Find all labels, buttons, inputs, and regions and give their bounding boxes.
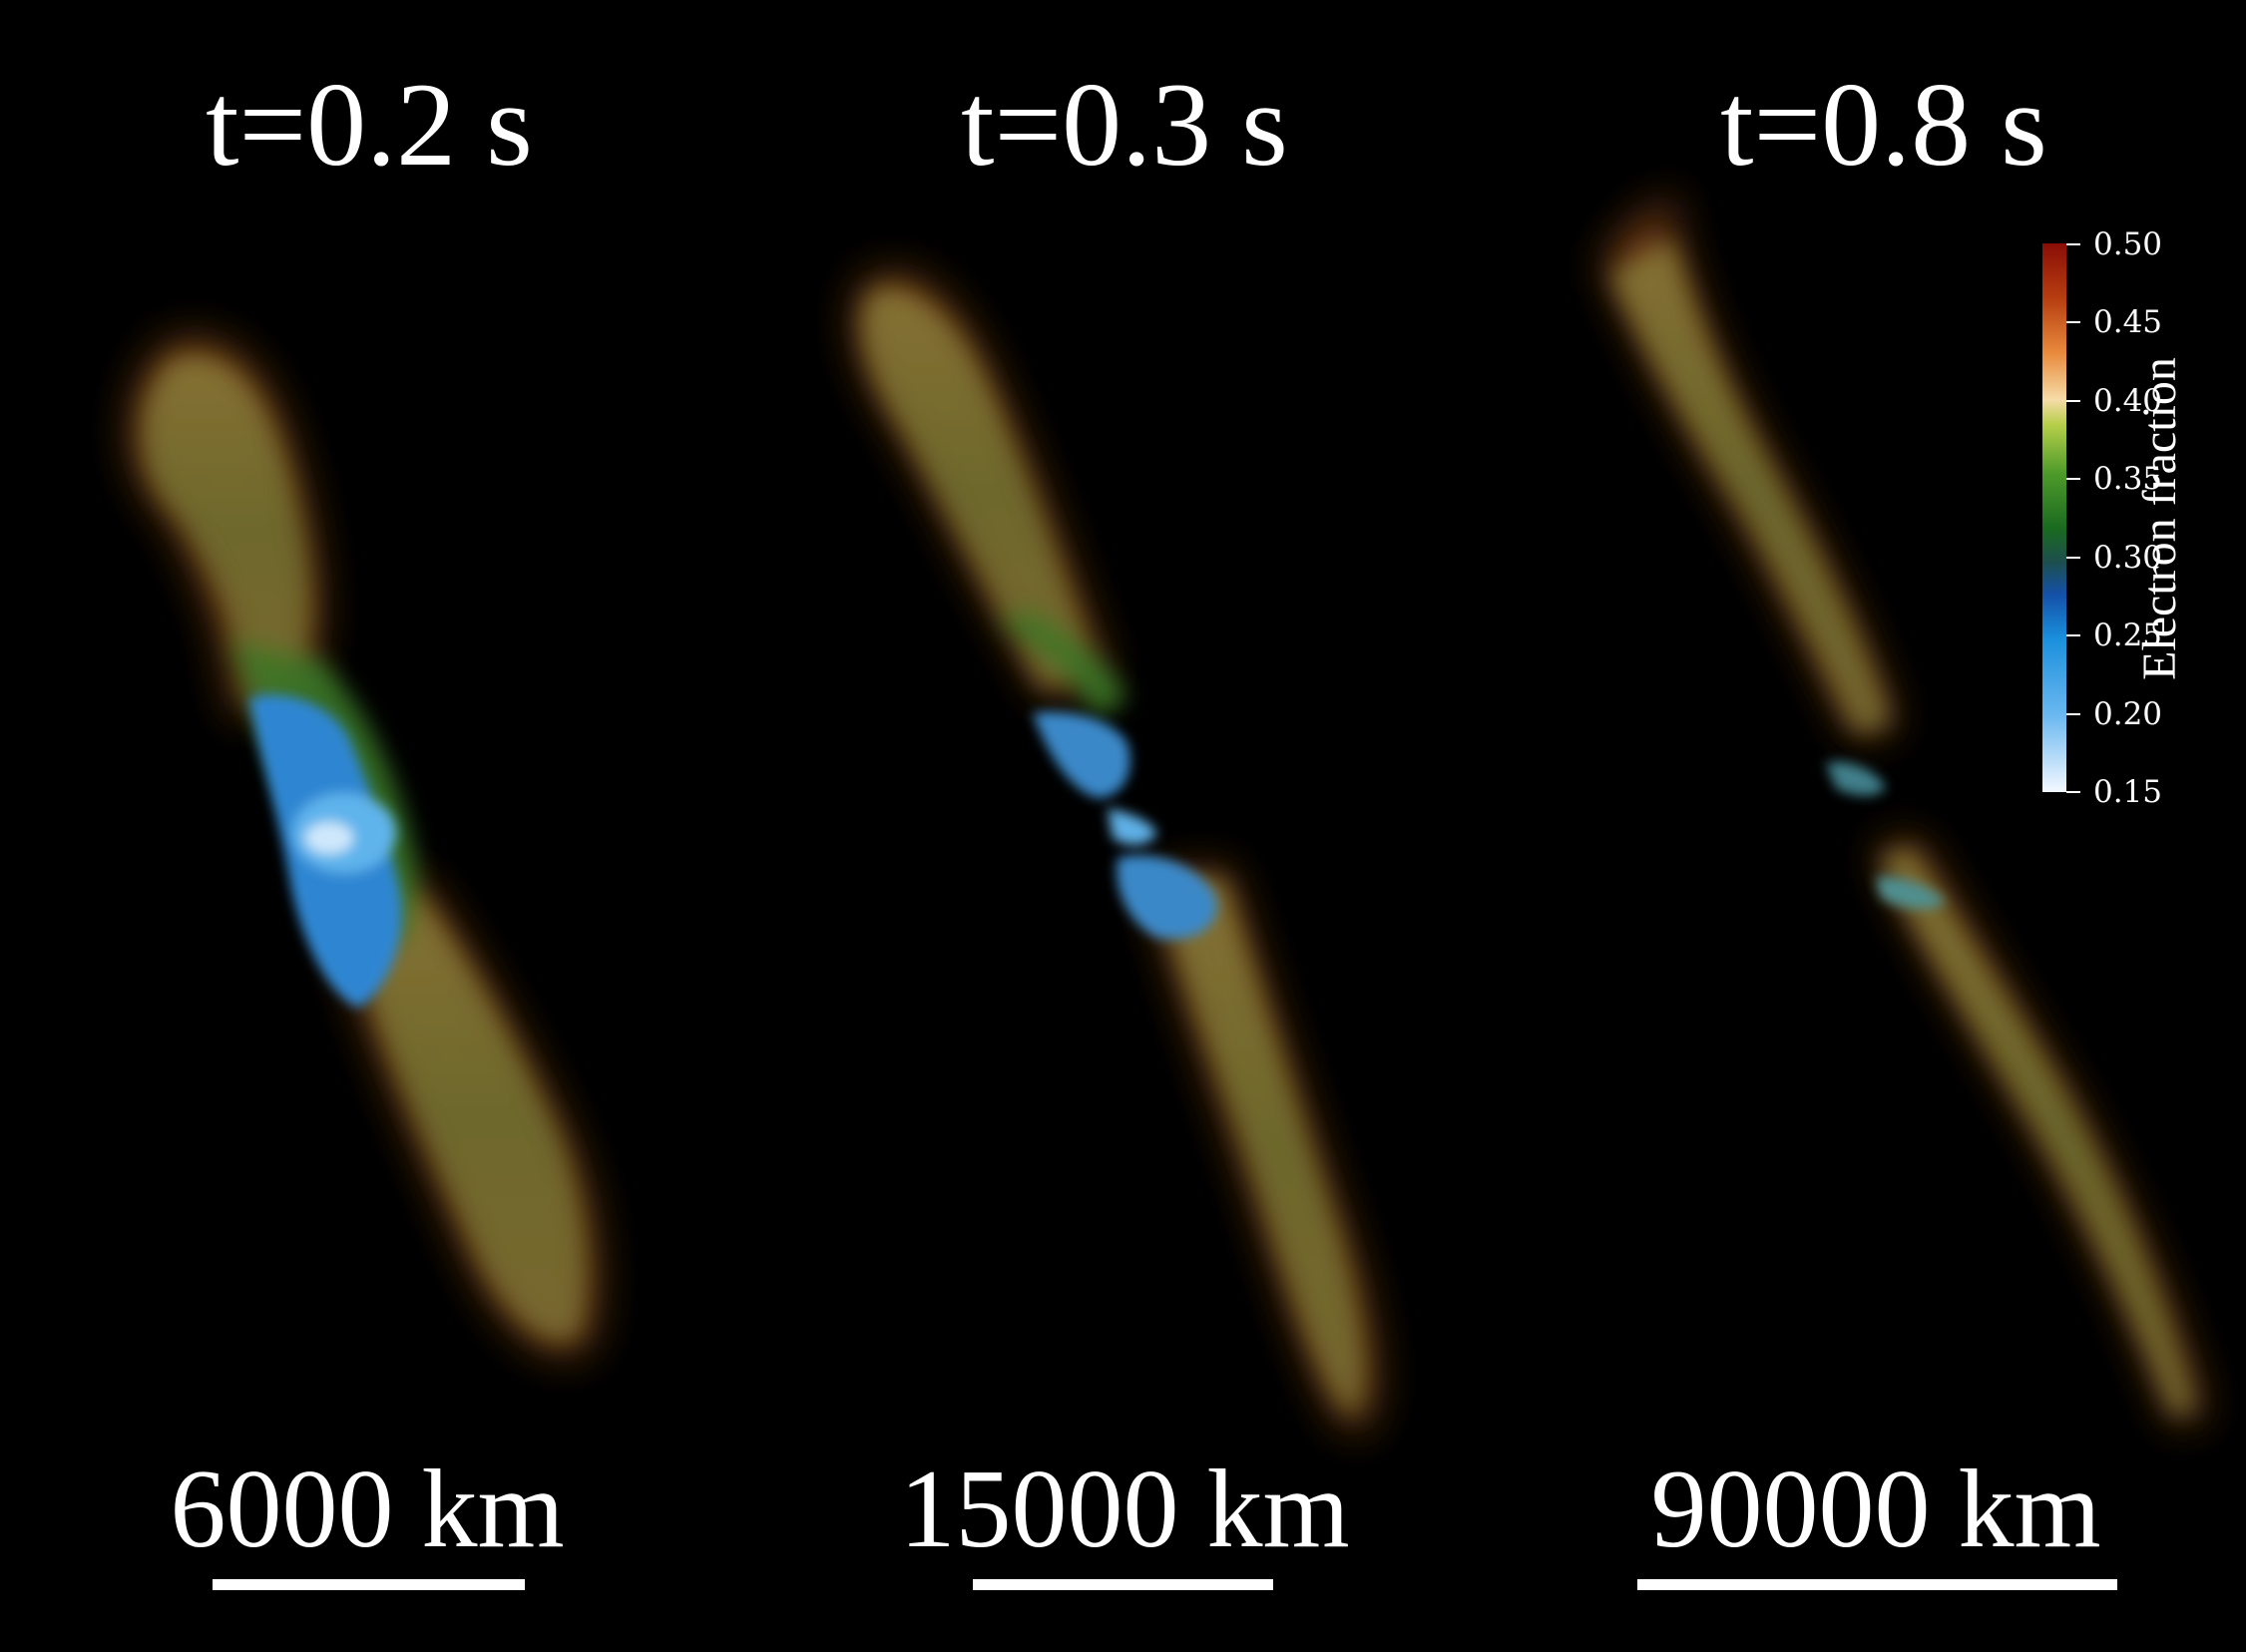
panel-3-scale-label: 90000 km [1650, 1447, 2101, 1571]
colorbar-tick [2066, 557, 2080, 559]
colorbar-title: Electron fraction [2133, 357, 2186, 680]
colorbar-tick [2066, 478, 2080, 480]
colorbar-tick-label: 0.40 [2093, 383, 2163, 419]
colorbar-tick-label: 0.35 [2093, 461, 2163, 497]
panel-2-scale-label: 15000 km [899, 1447, 1350, 1571]
jet-panel-3 [1601, 195, 2205, 1427]
colorbar-tick-label: 0.30 [2093, 540, 2163, 576]
colorbar-tick-label: 0.50 [2093, 226, 2163, 262]
colorbar-tick-label: 0.15 [2093, 774, 2163, 810]
colorbar-tick-label: 0.20 [2093, 696, 2163, 732]
jet-panel-2 [855, 272, 1376, 1437]
panel-1-scale-bar [213, 1579, 525, 1590]
colorbar-tick [2066, 400, 2080, 402]
panel-1-title: t=0.2 s [206, 58, 533, 191]
colorbar-tick [2066, 243, 2080, 245]
jet-panel-1 [131, 338, 598, 1356]
panel-2-scale-bar [973, 1579, 1273, 1590]
colorbar-tick-label: 0.25 [2093, 618, 2163, 653]
colorbar-tick [2066, 321, 2080, 323]
colorbar-tick-label: 0.45 [2093, 304, 2163, 340]
colorbar: 0.50 0.45 0.40 0.35 0.30 0.25 0.20 0.15 [2035, 226, 2235, 810]
panel-3-scale-bar [1637, 1579, 2117, 1590]
colorbar-tick [2066, 634, 2080, 636]
panel-2-title: t=0.3 s [961, 58, 1288, 191]
colorbar-tick [2066, 791, 2080, 793]
colorbar-tick [2066, 713, 2080, 715]
colorbar-gradient [2042, 243, 2066, 792]
panel-1-scale-label: 6000 km [170, 1447, 565, 1571]
panel-3-title: t=0.8 s [1720, 58, 2047, 191]
